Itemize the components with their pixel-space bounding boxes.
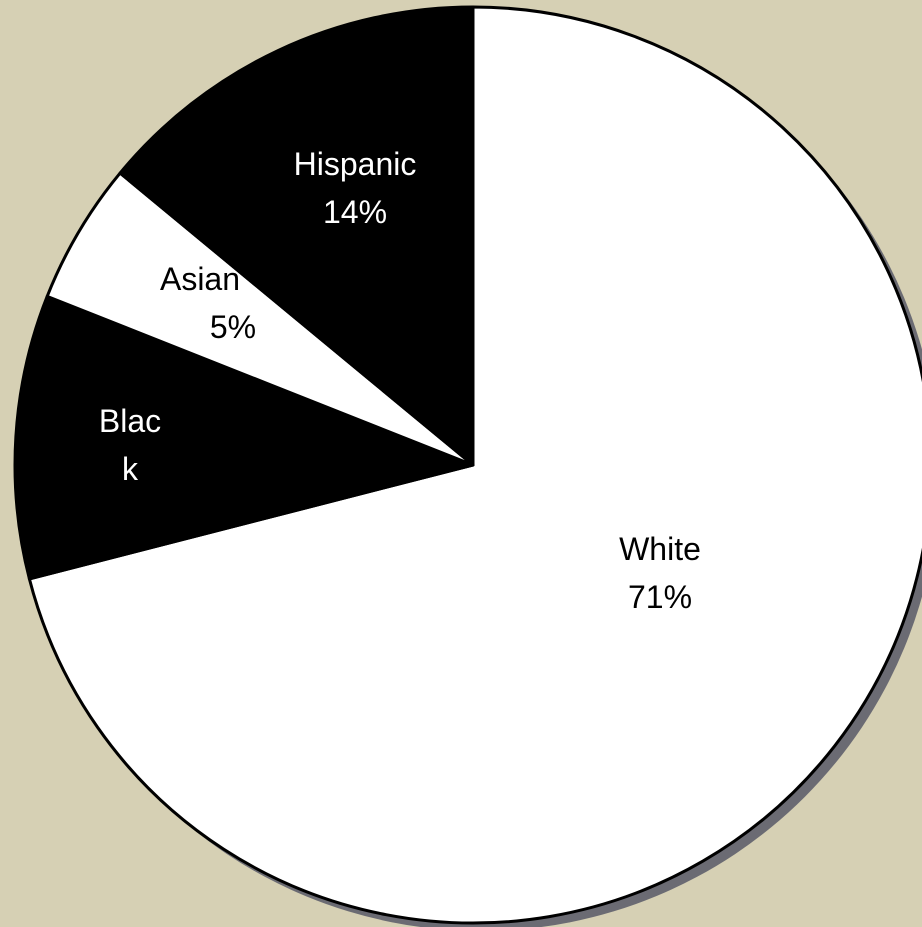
slice-label-asian: Asian bbox=[160, 261, 240, 297]
slice-label-white: White bbox=[619, 531, 701, 567]
slice-value-asian: 5% bbox=[210, 309, 256, 345]
slice-value-hispanic: 14% bbox=[323, 194, 387, 230]
pie-slice-hispanic bbox=[118, 5, 475, 467]
slice-label-black-line-1: Blac bbox=[99, 403, 161, 439]
pie-slice-white bbox=[27, 5, 922, 925]
pie-slice-black bbox=[13, 294, 475, 581]
slice-value-white: 71% bbox=[628, 579, 692, 615]
slice-label-hispanic: Hispanic bbox=[294, 146, 417, 182]
slice-label-black-line-2: k bbox=[122, 451, 139, 487]
pie-slice-asian bbox=[45, 171, 475, 467]
